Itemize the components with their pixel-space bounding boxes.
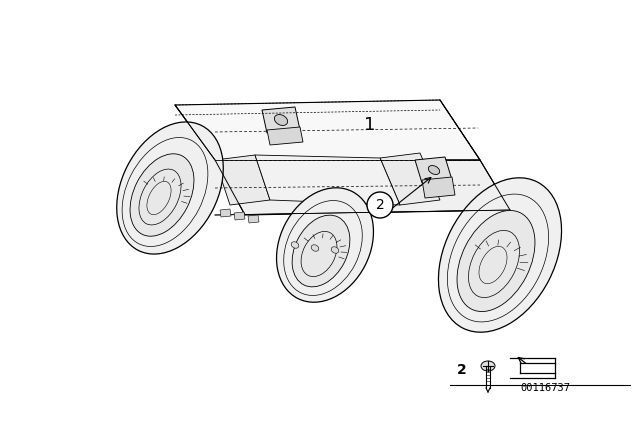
Ellipse shape	[116, 122, 223, 254]
Text: 2: 2	[376, 198, 385, 212]
Ellipse shape	[438, 178, 561, 332]
Text: 1: 1	[364, 116, 376, 134]
Polygon shape	[267, 127, 303, 145]
Ellipse shape	[292, 215, 350, 287]
Polygon shape	[248, 215, 259, 223]
Text: 00116737: 00116737	[520, 383, 570, 393]
Ellipse shape	[291, 242, 299, 248]
Polygon shape	[215, 155, 270, 205]
Polygon shape	[415, 157, 452, 183]
Ellipse shape	[275, 115, 287, 125]
Ellipse shape	[428, 165, 440, 174]
Ellipse shape	[130, 154, 194, 236]
Circle shape	[367, 192, 393, 218]
Polygon shape	[255, 155, 400, 205]
Ellipse shape	[276, 188, 374, 302]
Polygon shape	[262, 107, 300, 133]
Polygon shape	[234, 212, 245, 220]
Polygon shape	[380, 153, 440, 205]
Ellipse shape	[481, 361, 495, 371]
Polygon shape	[215, 160, 510, 215]
Ellipse shape	[457, 211, 535, 311]
Polygon shape	[422, 177, 455, 198]
Text: 2: 2	[457, 363, 467, 377]
Ellipse shape	[331, 247, 339, 253]
Polygon shape	[220, 209, 231, 217]
Polygon shape	[175, 100, 480, 160]
Ellipse shape	[311, 245, 319, 251]
